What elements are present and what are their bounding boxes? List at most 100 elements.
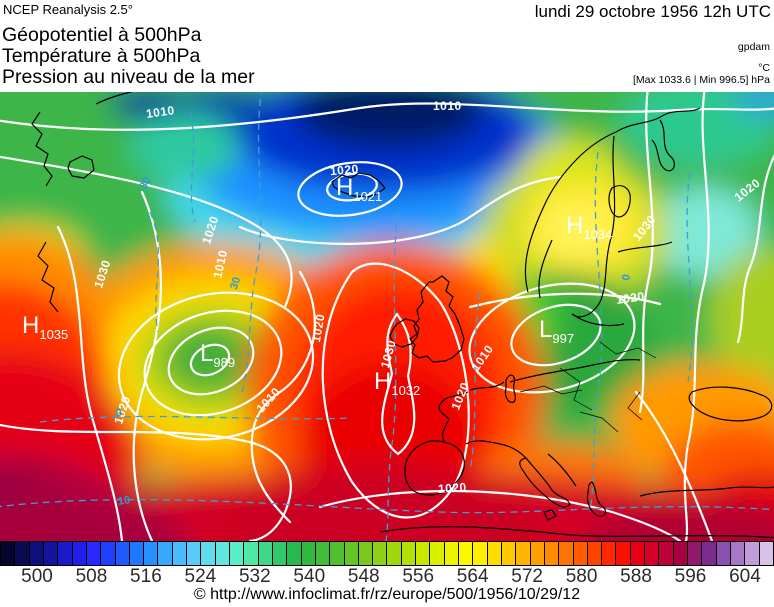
colorbar-cell [243, 541, 259, 566]
title-temperature: Température à 500hPa [2, 45, 201, 67]
colorbar-tick: 564 [456, 566, 489, 587]
colorbar-cell [357, 541, 374, 566]
coastlines [31, 92, 774, 539]
temperature-contours [0, 92, 774, 541]
colorbar-cell [629, 541, 646, 566]
colorbar-cell [314, 541, 331, 566]
pressure-letter: H [566, 212, 584, 239]
pressure-center-h1032: H1032 [374, 368, 420, 398]
temperature-label-30: 30 [228, 275, 244, 292]
colorbar-tick: 548 [347, 566, 380, 587]
colorbar-cell [615, 541, 631, 566]
pressure-value: 1035 [39, 327, 69, 342]
isobar-label-1020: 1020 [731, 175, 763, 205]
isobar-label-1030: 1030 [629, 212, 659, 244]
isobar-label-1010: 1010 [433, 99, 462, 113]
colorbar-cell [486, 541, 502, 566]
colorbar-cell [543, 541, 560, 566]
colorbar-cell [715, 541, 731, 566]
colorbar-cell [558, 541, 574, 566]
pressure-value: 1034 [583, 227, 613, 242]
pressure-minmax-label: [Max 1033.6 | Min 996.5] hPa [633, 74, 770, 86]
colorbar-cell [472, 541, 488, 566]
pressure-center-h1034: H1034 [566, 212, 612, 242]
isobar-label-1010: 1010 [253, 384, 284, 416]
isobar-label-1020: 1020 [199, 214, 222, 246]
colorbar-cell [114, 541, 130, 566]
colorbar-cell [157, 541, 173, 566]
source-label: NCEP Reanalysis 2.5° [3, 2, 133, 17]
pressure-value: 997 [552, 331, 575, 346]
colorbar-cell [687, 541, 703, 566]
pressure-value: 1032 [391, 383, 421, 398]
colorbar-cell [186, 541, 202, 566]
isobar-label-1030: 1030 [91, 258, 114, 290]
colorbar-cell [386, 541, 402, 566]
colorbar-cell [443, 541, 459, 566]
colorbar-cell [601, 541, 617, 566]
colorbar-tick: 508 [75, 566, 108, 587]
datetime-label: lundi 29 octobre 1956 12h UTC [534, 2, 771, 21]
colorbar-cell [214, 541, 230, 566]
temperature-label-10: 10 [117, 494, 131, 508]
map-area: H1021 H1034 H1035 L989 H1032 L997 1010 1010 1020… [0, 92, 774, 541]
map-titles: Géopotentiel à 500hPa Température à 500h… [2, 25, 255, 88]
colorbar-cell [458, 541, 474, 566]
colorbar-cell [57, 541, 73, 566]
country-borders [519, 341, 657, 433]
isobar-contours [0, 92, 774, 541]
colorbar-tick: 500 [21, 566, 53, 587]
colorbar-cell [744, 541, 760, 566]
colorbar-cell [572, 541, 588, 566]
pressure-letter: L [539, 316, 553, 343]
colorbar-cell [429, 541, 445, 566]
isobar-label-1020: 1020 [448, 380, 473, 412]
colorbar [0, 541, 774, 566]
colorbar-cell [658, 541, 674, 566]
isobar-label-1020: 1020 [437, 480, 468, 496]
colorbar-cell [758, 541, 774, 566]
temperature-label-30: 30 [137, 174, 154, 192]
colorbar-tick: 580 [565, 566, 598, 587]
pressure-value: 1021 [353, 189, 383, 204]
colorbar-cell [200, 541, 216, 566]
unit-temperature-label: °C [758, 62, 770, 74]
colorbar-cell [0, 541, 16, 566]
pressure-center-l997: L997 [539, 316, 574, 346]
colorbar-cell [128, 541, 145, 566]
pressure-letter: H [374, 368, 392, 395]
colorbar-cell [257, 541, 273, 566]
colorbar-tick: 516 [130, 566, 162, 587]
colorbar-cell [229, 541, 245, 566]
colorbar-tick: 572 [511, 566, 543, 587]
colorbar-cell [143, 541, 159, 566]
colorbar-cell [85, 541, 102, 566]
colorbar-tick: 588 [620, 566, 652, 587]
temperature-label-0: 0 [620, 273, 634, 282]
unit-geopotential-label: gpdam [737, 41, 770, 53]
colorbar-cell [500, 541, 517, 566]
colorbar-cell [329, 541, 345, 566]
colorbar-ticks: 500 508 516 524 532 540 548 556 564 572 580 588 596 6… [0, 566, 774, 588]
pressure-center-h1035: H1035 [22, 312, 68, 342]
colorbar-cell [300, 541, 316, 566]
pressure-letter: L [200, 340, 214, 367]
colorbar-tick: 540 [293, 566, 326, 587]
pressure-letter: H [22, 312, 40, 339]
map-graphic [0, 92, 774, 541]
colorbar-cell [701, 541, 717, 566]
colorbar-cell [28, 541, 44, 566]
map-label-layer: H1021 H1034 H1035 L989 H1032 L997 1010 1010 1020… [0, 92, 774, 541]
colorbar-cell [586, 541, 603, 566]
colorbar-tick: 556 [402, 566, 435, 587]
isobar-label-1030: 1030 [377, 338, 399, 370]
credit-url: © http://www.infoclimat.fr/rz/europe/500… [193, 586, 581, 603]
colorbar-cell [71, 541, 87, 566]
colorbar-cell [286, 541, 302, 566]
colorbar-cell [42, 541, 59, 566]
colorbar-cell [400, 541, 417, 566]
colorbar-cell [515, 541, 531, 566]
isobar-label-1010: 1010 [210, 248, 231, 280]
colorbar-cell [343, 541, 359, 566]
